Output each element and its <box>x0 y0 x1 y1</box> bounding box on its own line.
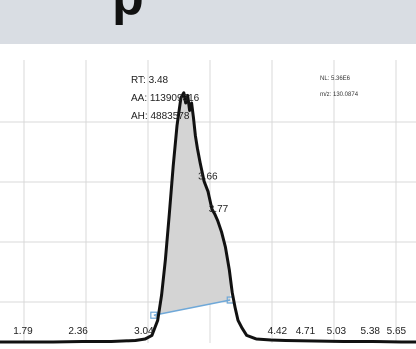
chromatogram-trace <box>0 91 416 344</box>
heading-fragment: p <box>112 0 144 26</box>
peak-apex-label: 3.77 <box>209 204 229 215</box>
x-tick-label: 3.04 <box>134 326 154 337</box>
x-tick-label: 2.36 <box>68 326 88 337</box>
chart-labels: 3.66 3.77 1.79 2.36 3.04 4.42 4.71 5.03 5.38 5.65 <box>13 171 406 337</box>
peak-area <box>153 92 231 321</box>
integration-baseline <box>153 299 231 316</box>
mz-label: m/z: 130.0874 <box>320 92 359 98</box>
x-tick-label: 5.65 <box>387 326 407 337</box>
x-tick-label: 5.38 <box>361 326 381 337</box>
peak-area-label: AA: 113909316 <box>131 93 200 104</box>
peak-height-label: AH: 4883578 <box>131 111 190 122</box>
x-tick-label: 1.79 <box>13 326 33 337</box>
nl-label: NL: 5.36E6 <box>320 76 351 82</box>
peak-rt-label: RT: 3.48 <box>131 75 168 86</box>
peak-apex-label: 3.66 <box>198 171 218 182</box>
x-tick-label: 4.42 <box>268 326 288 337</box>
heading-band <box>0 0 416 44</box>
x-tick-label: 5.03 <box>327 326 347 337</box>
baseline-start-marker <box>150 311 158 319</box>
x-tick-label: 4.71 <box>296 326 316 337</box>
